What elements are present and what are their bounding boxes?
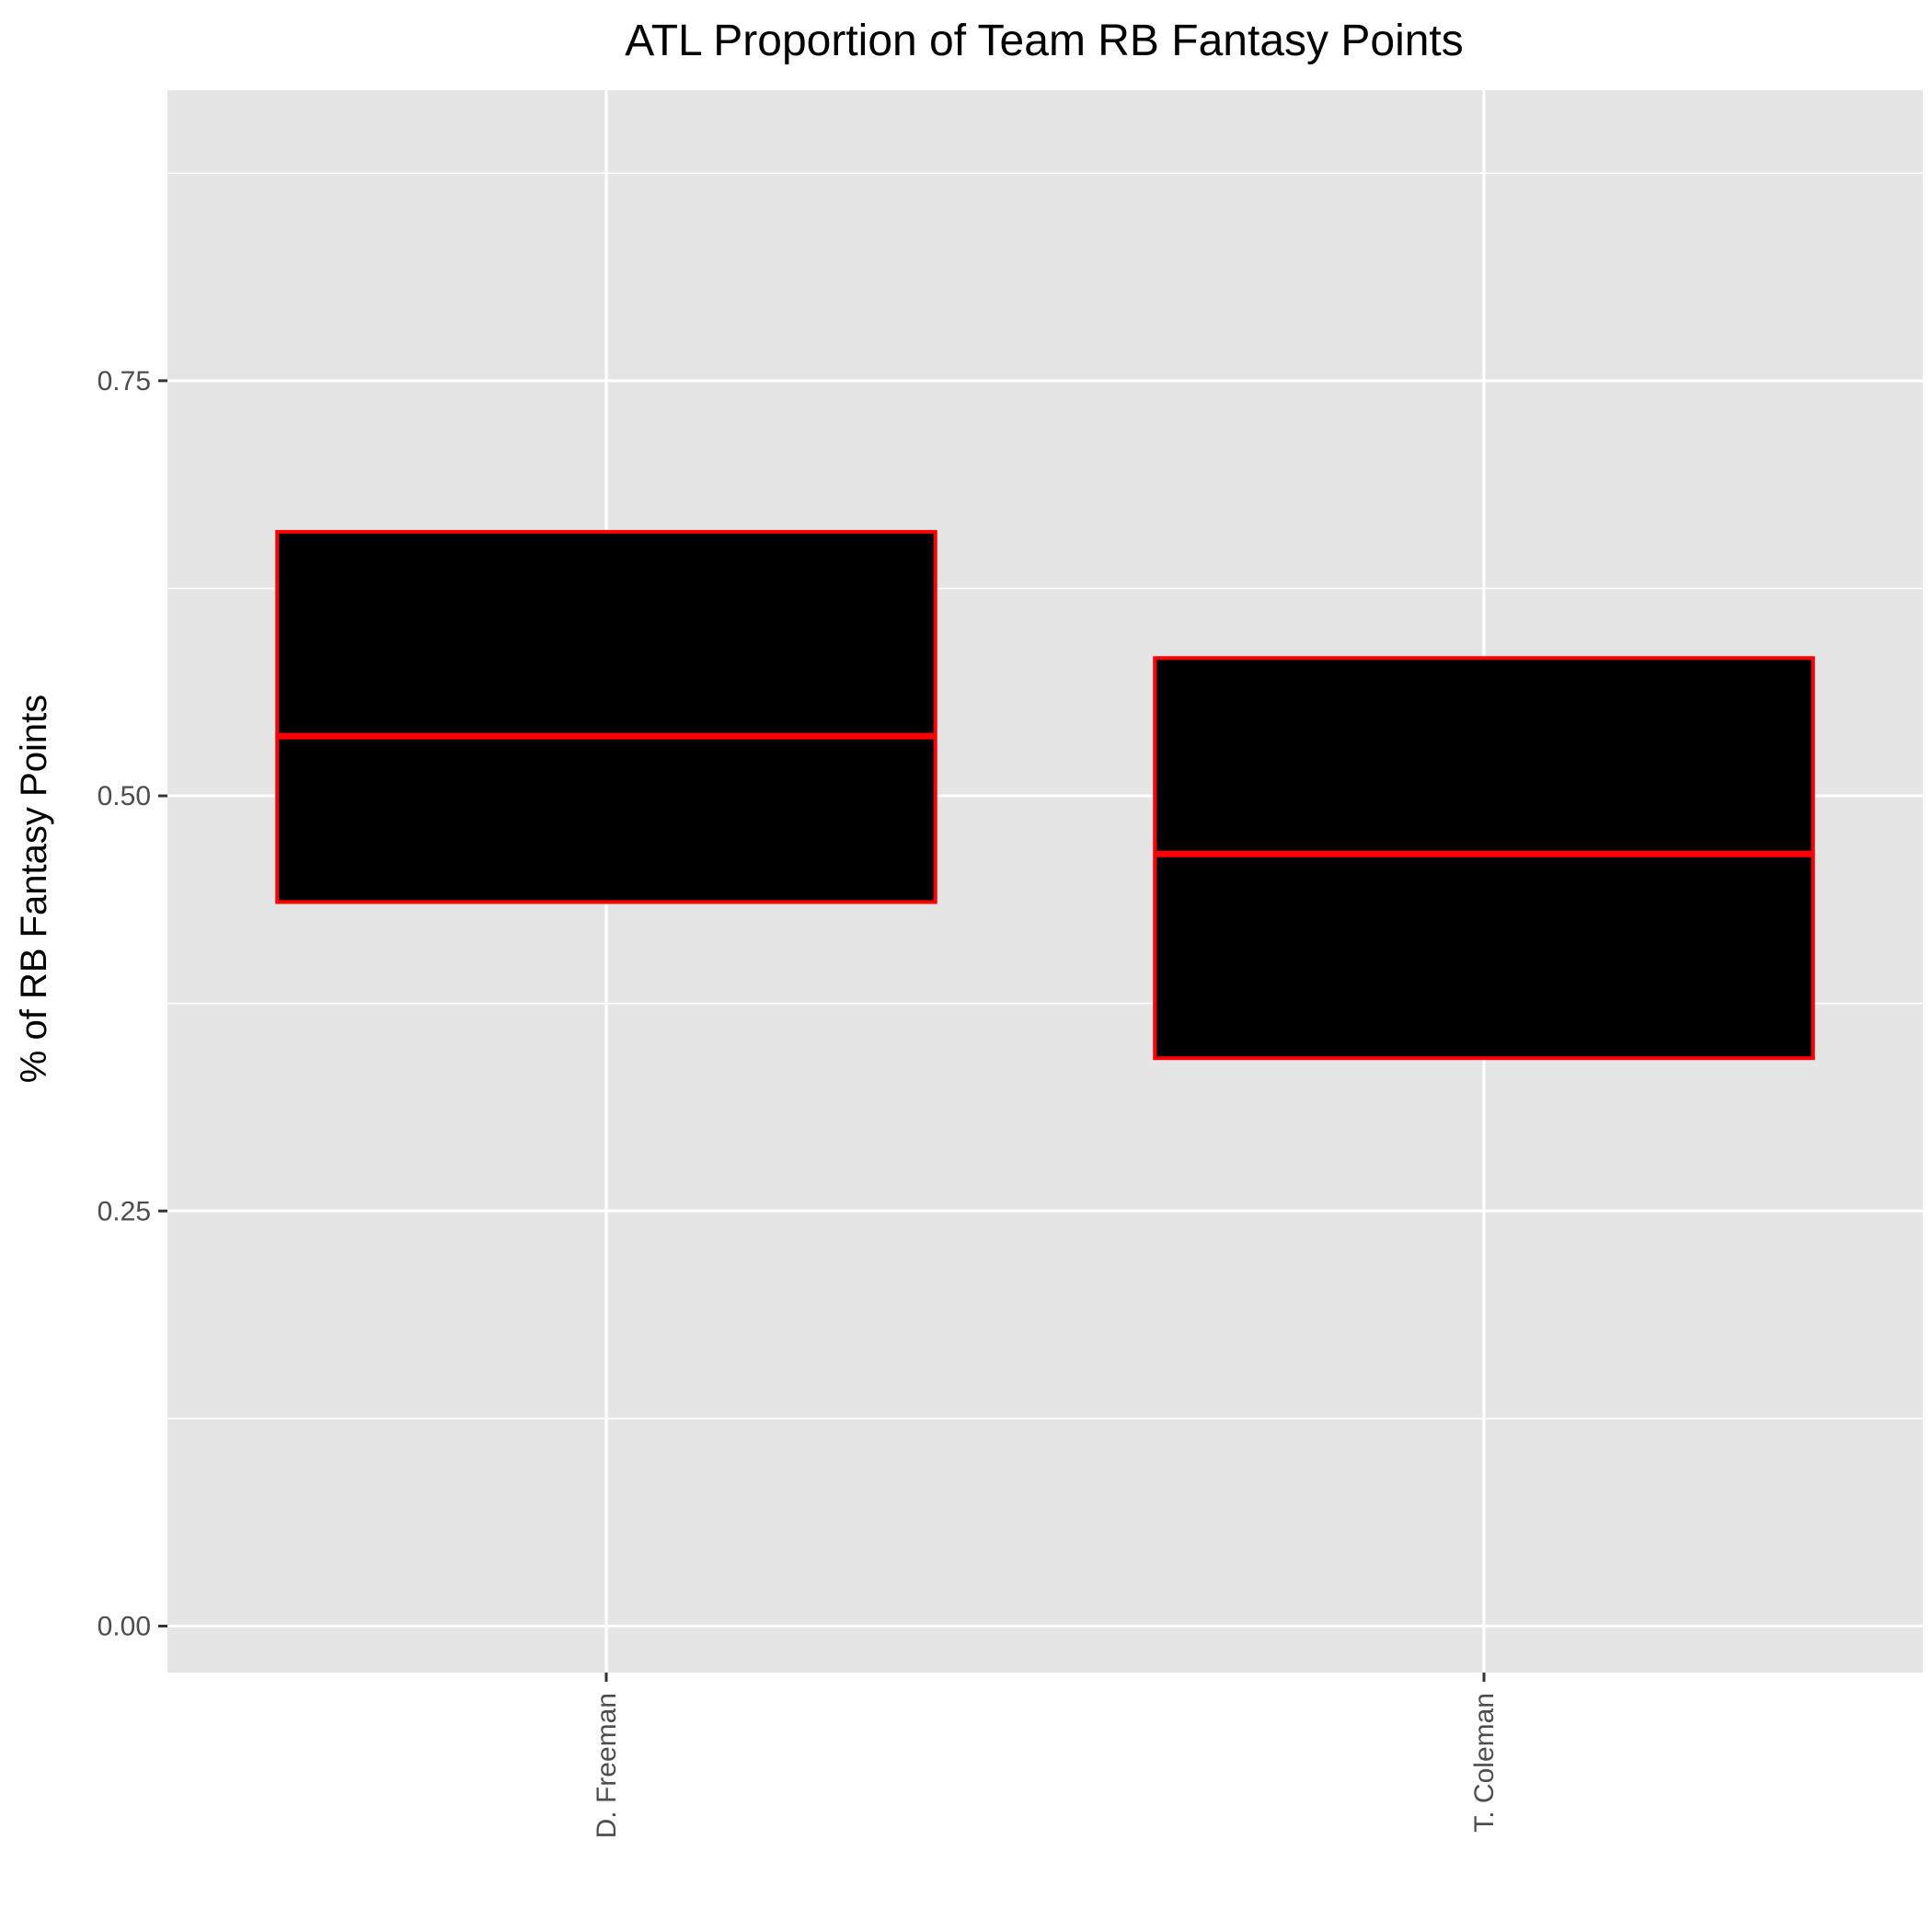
x-tick-label: T. Coleman [1469,1693,1500,1833]
y-axis-title: % of RB Fantasy Points [14,695,54,1083]
y-tick-label: 0.25 [98,1196,151,1226]
y-tick-label: 0.50 [98,781,151,811]
y-tick-label: 0.00 [98,1611,151,1641]
box [1153,656,1815,1061]
box [275,530,937,904]
chart-title: ATL Proportion of Team RB Fantasy Points [625,17,1464,65]
y-tick-label: 0.75 [98,366,151,397]
boxes-layer [275,530,1815,1061]
y-axis: 0.00 0.25 0.50 0.75 [98,366,167,1641]
x-axis: D. Freeman T. Coleman [592,1673,1500,1838]
x-tick-label: D. Freeman [592,1693,622,1838]
